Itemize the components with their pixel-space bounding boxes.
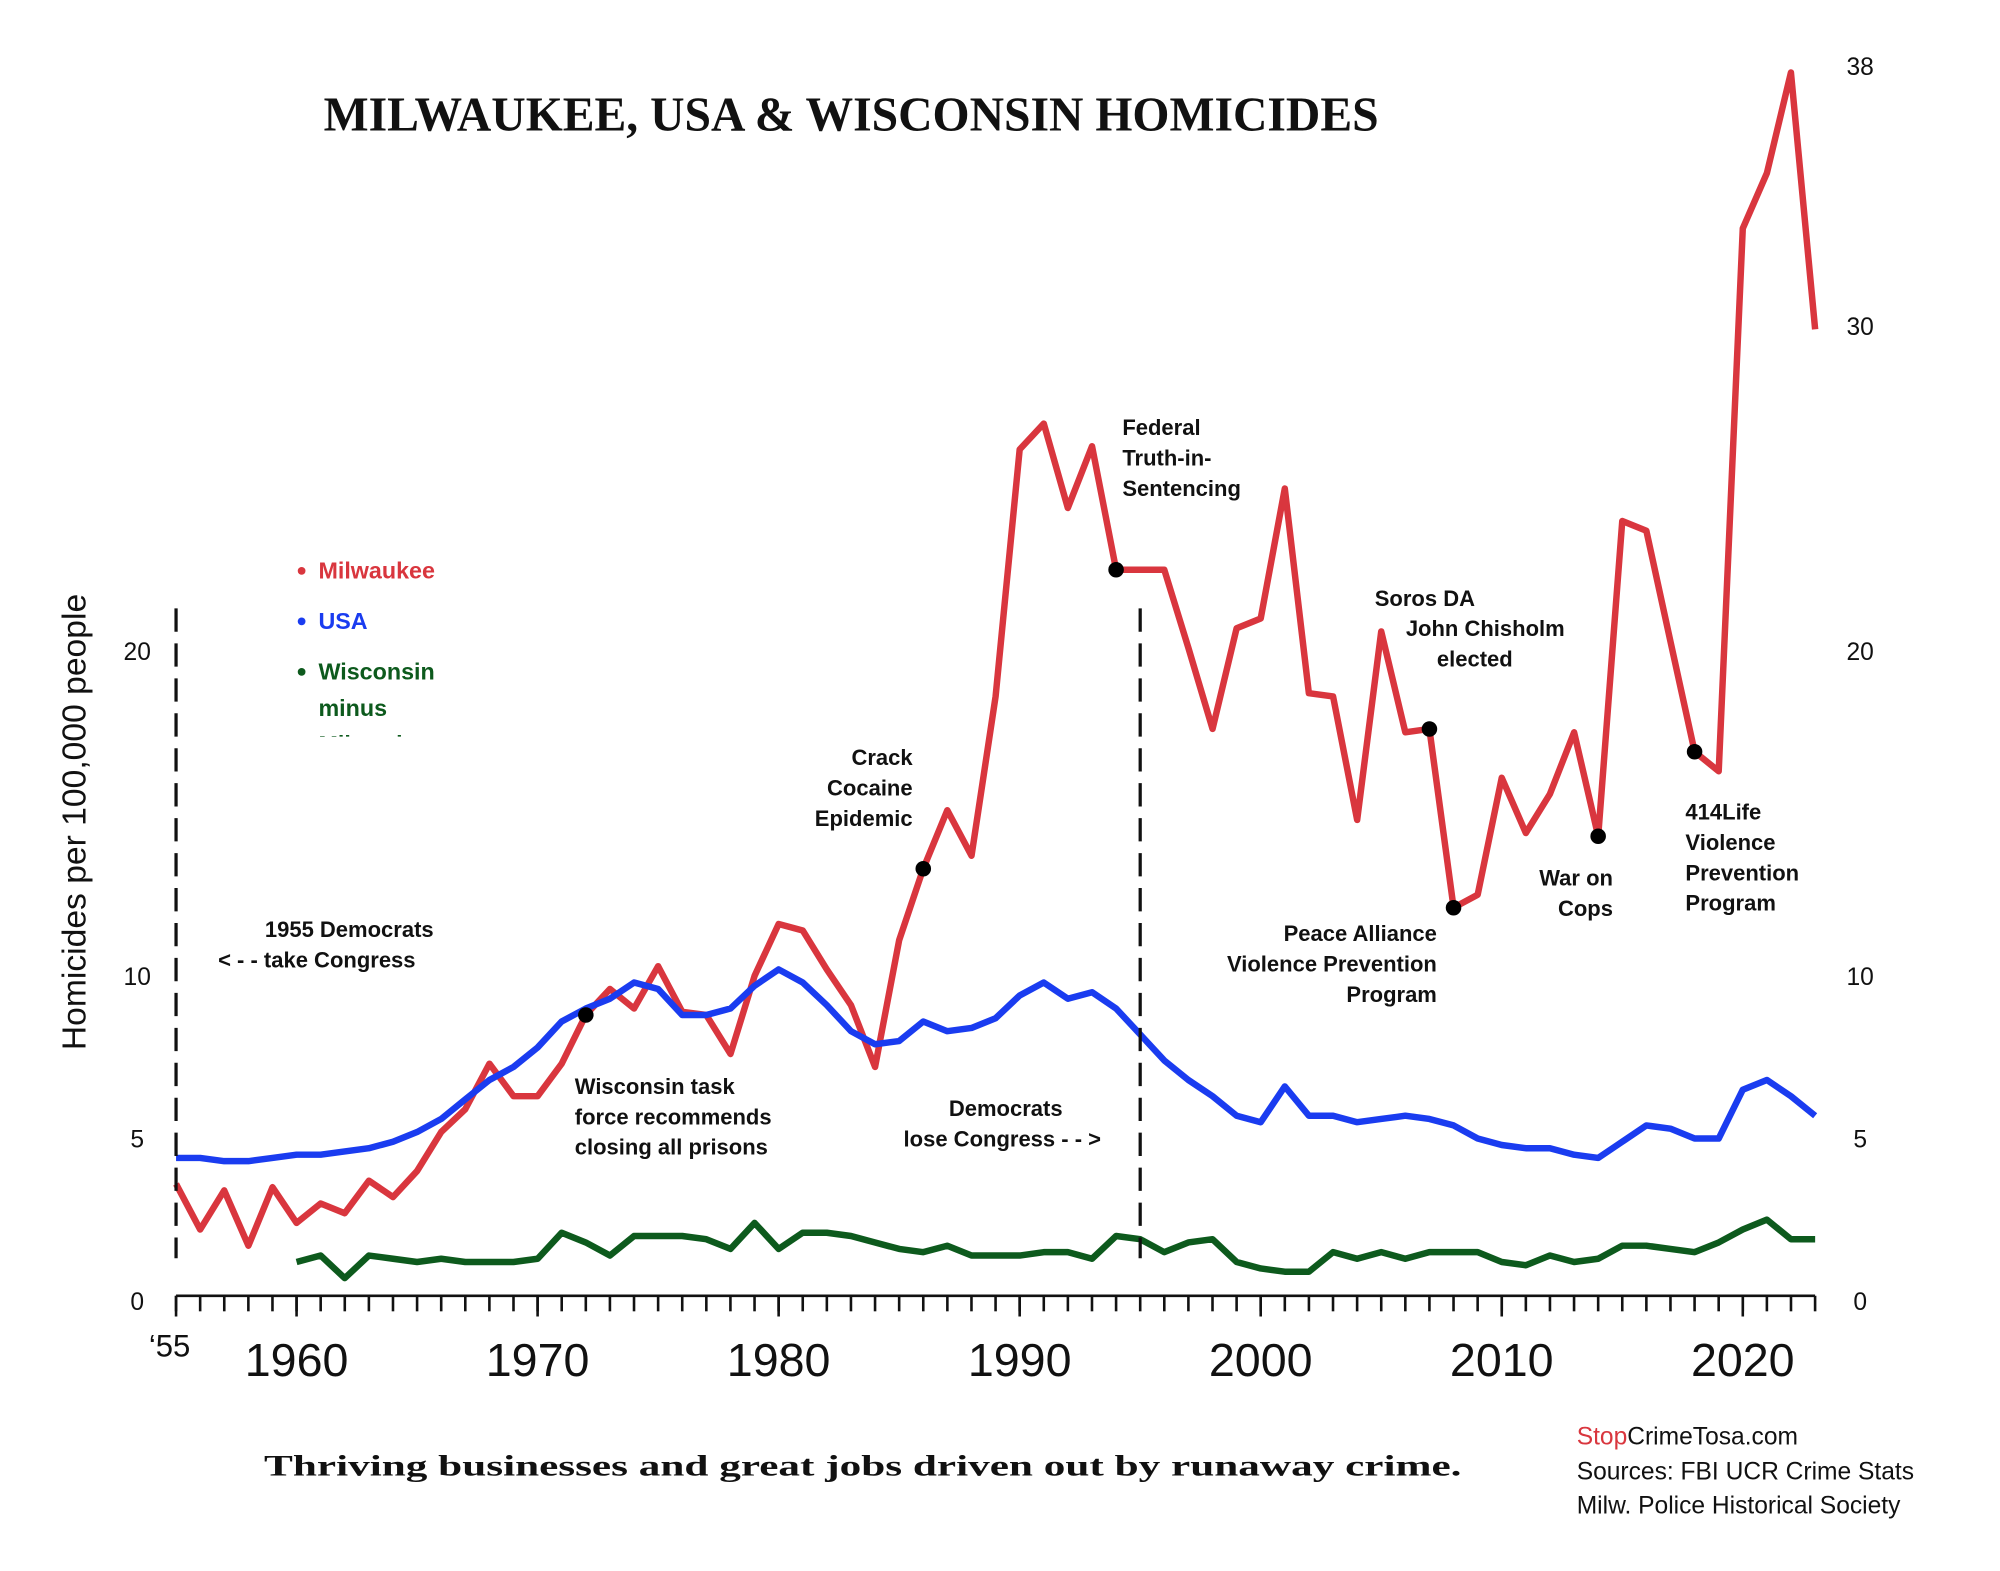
legend-bullet xyxy=(297,566,306,575)
legend-bullet xyxy=(297,617,306,626)
y2-tick-label: 38 xyxy=(1847,54,1874,81)
y2-tick-label: 30 xyxy=(1847,314,1874,341)
annotation-text: Federal xyxy=(1122,415,1200,440)
annotation-text: closing all prisons xyxy=(575,1135,768,1160)
y-tick-label: 10 xyxy=(124,964,151,991)
source-line: Sources: FBI UCR Crime Stats xyxy=(1577,1459,1914,1486)
footer: Thriving businesses and great jobs drive… xyxy=(264,1450,1461,1483)
annotation-text: Peace Alliance xyxy=(1284,921,1437,946)
annotation-text: War on xyxy=(1539,865,1613,890)
annotation-text: Cops xyxy=(1558,896,1613,921)
annotation-text: elected xyxy=(1437,647,1513,672)
series-line xyxy=(295,1216,1816,1282)
legend-label: Wisconsin minus Milwaukee xyxy=(318,658,435,737)
annotation-text: Violence Prevention xyxy=(1227,952,1437,977)
annotation-dot xyxy=(915,860,932,877)
annotation-dot xyxy=(1445,899,1462,916)
y2-tick-label: 5 xyxy=(1853,1127,1867,1154)
source-site-part: CrimeTosa.com xyxy=(1627,1424,1798,1451)
annotation-dot xyxy=(1590,828,1606,845)
legend-bullet xyxy=(297,667,306,676)
chart-title: MILWAUKEE, USA & WISCONSIN HOMICIDES xyxy=(324,87,1379,142)
annotation-text: Sentencing xyxy=(1122,476,1241,501)
annotation-text: John Chisholm xyxy=(1406,616,1565,641)
source-line: Milw. Police Historical Society xyxy=(1577,1492,1901,1519)
series-line xyxy=(173,69,1819,1249)
annotation-text: Democrats xyxy=(949,1096,1063,1121)
legend-label: USA xyxy=(318,608,367,634)
x-tick-label: 1970 xyxy=(486,1334,590,1386)
annotation-text: Violence xyxy=(1685,830,1775,855)
y2-tick-label: 20 xyxy=(1847,639,1874,666)
annotation-text: Soros DA xyxy=(1375,586,1475,611)
y-tick-label: 20 xyxy=(124,639,151,666)
annotation-text: Program xyxy=(1685,891,1775,916)
y-axis-label: Homicides per 100,000 people xyxy=(56,594,93,1050)
annotation-dot xyxy=(1108,561,1124,578)
source-site-part: Stop xyxy=(1577,1424,1628,1451)
annotation-text: Cocaine xyxy=(827,775,913,800)
annotation-dot xyxy=(1686,743,1703,760)
annotation-text: Program xyxy=(1346,982,1436,1007)
annotation-text: Crack xyxy=(851,745,913,770)
x-tick-label: 2010 xyxy=(1450,1334,1554,1386)
annotation-text: lose Congress - - > xyxy=(904,1126,1101,1151)
annotation-text: Epidemic xyxy=(815,806,913,831)
annotation-dot xyxy=(1421,721,1438,737)
x-tick-label: 2000 xyxy=(1209,1334,1313,1386)
x-tick-label: 1990 xyxy=(968,1334,1072,1386)
y2-tick-label: 10 xyxy=(1847,964,1874,991)
annotation-text: Prevention xyxy=(1685,860,1799,885)
annotation-text: < - - take Congress xyxy=(218,948,415,973)
legend-label-box: Wisconsin minus Milwaukee xyxy=(318,658,435,737)
x-tick-label: 1960 xyxy=(245,1334,349,1386)
x-tick-label: ‘55 xyxy=(149,1329,190,1364)
y2-tick-label: 0 xyxy=(1853,1289,1867,1316)
annotation-text: Wisconsin task xyxy=(575,1074,736,1099)
legend-label: Milwaukee xyxy=(318,558,435,584)
annotation-text: 414Life xyxy=(1685,799,1761,824)
series-line xyxy=(176,966,1818,1165)
y-tick-label: 5 xyxy=(130,1127,144,1154)
annotation-text: 1955 Democrats xyxy=(265,917,434,942)
source-site: StopCrimeTosa.com xyxy=(1577,1424,1798,1451)
x-tick-label: 2020 xyxy=(1691,1334,1795,1386)
annotation-text: Truth-in- xyxy=(1122,445,1211,470)
y-tick-label: 0 xyxy=(130,1289,144,1316)
x-tick-label: 1980 xyxy=(727,1334,831,1386)
annotation-dot xyxy=(578,1007,594,1023)
annotation-text: force recommends xyxy=(575,1104,772,1129)
